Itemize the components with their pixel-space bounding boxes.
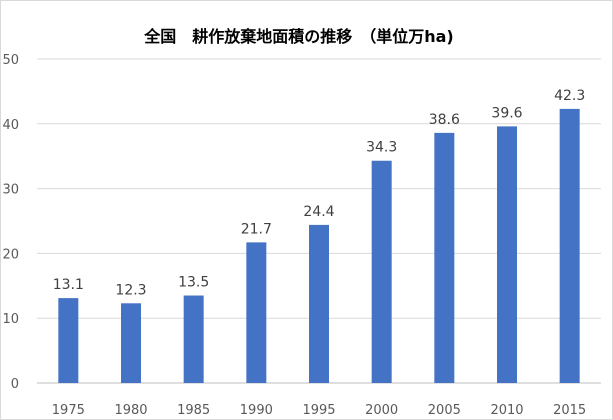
y-tick-label: 50 — [2, 53, 19, 68]
data-label: 34.3 — [366, 140, 397, 156]
y-tick-label: 0 — [11, 377, 19, 392]
data-label: 24.4 — [303, 204, 334, 220]
data-label: 21.7 — [241, 221, 272, 237]
x-tick-label: 1990 — [240, 403, 273, 418]
data-label: 38.6 — [429, 112, 460, 128]
bar-1990 — [246, 242, 267, 383]
bar-2010 — [497, 126, 517, 383]
y-tick-label: 10 — [2, 312, 19, 327]
x-tick-label: 2015 — [553, 403, 586, 418]
data-label: 42.3 — [554, 88, 585, 104]
x-tick-label: 1980 — [114, 403, 147, 418]
y-tick-label: 40 — [2, 118, 19, 133]
data-label: 39.6 — [491, 105, 522, 121]
data-label: 12.3 — [115, 282, 146, 298]
x-tick-label: 2010 — [490, 403, 523, 418]
x-tick-label: 1995 — [302, 403, 335, 418]
bar-1995 — [309, 224, 329, 383]
x-tick-label: 1985 — [177, 403, 210, 418]
y-tick-label: 20 — [2, 247, 19, 262]
bar-2015 — [559, 108, 580, 384]
bar-1980 — [121, 303, 141, 383]
bar-1985 — [183, 295, 204, 383]
bar-2000 — [371, 160, 392, 383]
data-label: 13.1 — [53, 277, 84, 293]
y-tick-label: 30 — [2, 183, 19, 198]
bar-1975 — [58, 298, 79, 383]
x-tick-label: 2005 — [428, 403, 461, 418]
x-tick-label: 1975 — [52, 403, 85, 418]
chart-title: 全国 耕作放棄地面積の推移 （単位万ha) — [143, 27, 454, 46]
data-label: 13.5 — [178, 275, 209, 291]
x-tick-label: 2000 — [365, 403, 398, 418]
bar-2005 — [434, 132, 455, 383]
